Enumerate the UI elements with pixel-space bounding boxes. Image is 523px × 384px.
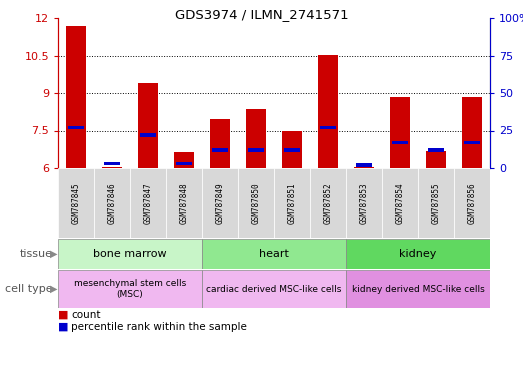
Bar xyxy=(346,270,490,308)
Text: cell type: cell type xyxy=(5,284,53,294)
Bar xyxy=(454,168,490,238)
Bar xyxy=(392,141,408,144)
Bar xyxy=(426,151,446,168)
Bar xyxy=(174,152,194,168)
Text: GSM787856: GSM787856 xyxy=(468,182,476,224)
Bar xyxy=(284,148,300,152)
Text: GSM787853: GSM787853 xyxy=(359,182,369,224)
Bar xyxy=(140,133,156,137)
Bar xyxy=(102,167,122,168)
Bar xyxy=(310,168,346,238)
Bar xyxy=(464,141,480,144)
Text: GSM787847: GSM787847 xyxy=(143,182,153,224)
Text: ■: ■ xyxy=(58,322,69,332)
Bar xyxy=(94,168,130,238)
Text: heart: heart xyxy=(259,249,289,259)
Text: kidney derived MSC-like cells: kidney derived MSC-like cells xyxy=(351,285,484,293)
Bar xyxy=(418,168,454,238)
Text: count: count xyxy=(71,310,100,320)
Bar xyxy=(202,270,346,308)
Text: GSM787852: GSM787852 xyxy=(324,182,333,224)
Bar xyxy=(104,162,120,165)
Bar xyxy=(66,25,86,168)
Bar xyxy=(462,97,482,168)
Bar xyxy=(130,168,166,238)
Text: kidney: kidney xyxy=(400,249,437,259)
Bar xyxy=(176,162,192,165)
Text: ■: ■ xyxy=(58,310,69,320)
Text: GSM787845: GSM787845 xyxy=(72,182,81,224)
Bar xyxy=(382,168,418,238)
Bar xyxy=(202,239,346,269)
Text: GSM787846: GSM787846 xyxy=(108,182,117,224)
Bar xyxy=(212,148,228,152)
Bar xyxy=(428,148,444,152)
Text: GSM787855: GSM787855 xyxy=(431,182,440,224)
Bar xyxy=(68,126,84,129)
Bar xyxy=(58,270,202,308)
Bar xyxy=(320,126,336,129)
Bar xyxy=(138,83,158,168)
Bar xyxy=(390,97,410,168)
Text: ▶: ▶ xyxy=(50,284,58,294)
Text: tissue: tissue xyxy=(20,249,53,259)
Bar xyxy=(346,168,382,238)
Text: cardiac derived MSC-like cells: cardiac derived MSC-like cells xyxy=(206,285,342,293)
Text: GSM787851: GSM787851 xyxy=(288,182,297,224)
Bar xyxy=(202,168,238,238)
Text: mesenchymal stem cells
(MSC): mesenchymal stem cells (MSC) xyxy=(74,279,186,299)
Text: GSM787850: GSM787850 xyxy=(252,182,260,224)
Bar xyxy=(274,168,310,238)
Text: GSM787848: GSM787848 xyxy=(179,182,188,224)
Bar xyxy=(238,168,274,238)
Bar xyxy=(166,168,202,238)
Text: GSM787849: GSM787849 xyxy=(215,182,224,224)
Bar xyxy=(210,119,230,168)
Bar xyxy=(58,239,202,269)
Text: percentile rank within the sample: percentile rank within the sample xyxy=(71,322,247,332)
Bar xyxy=(354,167,374,168)
Bar xyxy=(246,109,266,168)
Text: bone marrow: bone marrow xyxy=(93,249,167,259)
Bar xyxy=(346,239,490,269)
Bar xyxy=(58,168,94,238)
Bar xyxy=(282,131,302,168)
Text: ▶: ▶ xyxy=(50,249,58,259)
Bar xyxy=(318,55,338,168)
Text: GDS3974 / ILMN_2741571: GDS3974 / ILMN_2741571 xyxy=(175,8,348,21)
Bar xyxy=(356,163,372,167)
Bar xyxy=(248,148,264,152)
Text: GSM787854: GSM787854 xyxy=(395,182,404,224)
